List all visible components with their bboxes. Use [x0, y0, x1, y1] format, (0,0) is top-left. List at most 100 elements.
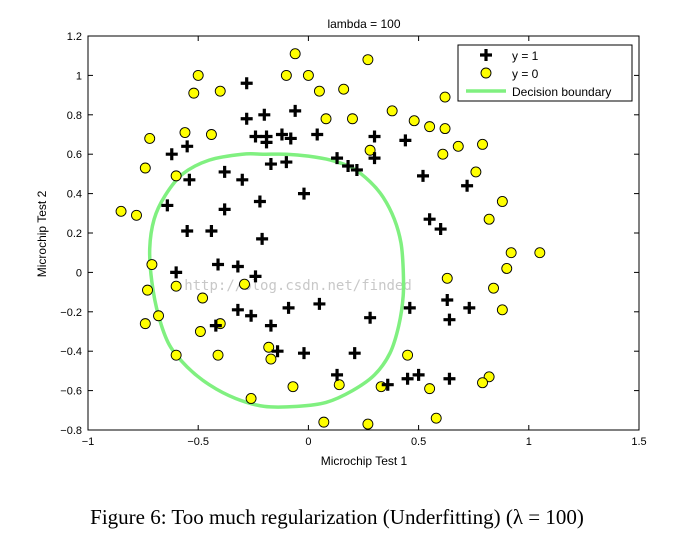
data-point-negative [205, 129, 217, 140]
data-point-negative [146, 259, 158, 270]
data-point-positive [271, 345, 284, 358]
data-point-negative [386, 105, 398, 117]
data-point-negative [142, 284, 153, 296]
data-point-negative [347, 113, 358, 125]
data-point-negative [496, 196, 508, 207]
data-point-positive [245, 309, 258, 322]
x-tick-label: 1.5 [631, 436, 646, 448]
data-point-positive [256, 232, 269, 245]
data-point-positive [403, 301, 416, 314]
data-point-negative [139, 318, 151, 330]
data-point-positive [368, 130, 381, 143]
data-point-positive [209, 319, 222, 332]
data-point-positive [280, 156, 293, 169]
data-point-positive [463, 301, 476, 314]
legend-label-negative: y = 0 [512, 67, 539, 81]
data-point-positive [368, 152, 381, 165]
y-ticks: −0.8 −0.6 −0.4 −0.2 0 0.2 0.4 0.6 0.8 1 1.2 [60, 31, 639, 437]
data-point-positive [165, 148, 178, 161]
y-tick-label: 0.2 [67, 228, 82, 240]
y-axis-label: Microchip Test 2 [35, 190, 49, 277]
data-point-negative [452, 140, 464, 152]
data-point-negative [483, 213, 495, 225]
legend-marker-negative [480, 67, 492, 79]
data-point-negative [424, 383, 436, 395]
data-point-negative [333, 379, 345, 391]
data-point-negative [139, 162, 151, 174]
data-point-negative [505, 247, 517, 259]
data-point-positive [161, 199, 174, 212]
data-point-positive [331, 368, 344, 381]
y-tick-label: 0.4 [67, 189, 82, 201]
data-point-negative [477, 377, 488, 389]
data-point-negative [153, 310, 164, 322]
legend: y = 1 y = 0 Decision boundary [457, 44, 633, 102]
data-point-positive [240, 77, 253, 90]
data-point-negative [318, 416, 330, 428]
data-point-negative [170, 349, 182, 361]
data-point-negative [239, 278, 250, 290]
data-point-negative [214, 85, 226, 97]
data-point-negative [534, 247, 546, 259]
data-point-negative [362, 418, 374, 430]
data-point-negative [424, 121, 436, 133]
y-tick-label: −0.4 [60, 346, 82, 358]
data-point-negative [245, 393, 257, 404]
data-point-positive [258, 108, 271, 121]
data-point-negative [313, 85, 325, 97]
decision-boundary-line [147, 152, 406, 409]
data-point-positive [170, 266, 183, 279]
data-point-positive [423, 213, 436, 226]
y-tick-label: 0.8 [67, 110, 82, 122]
y-tick-label: 1.2 [67, 31, 82, 43]
plot-axes: −1 −0.5 0 0.5 1 1.5 −0.8 −0.6 −0.4 −0.2 0 0.2 0.4 0.… [60, 31, 646, 448]
data-point-positive [284, 132, 297, 145]
data-point-negative [194, 326, 206, 337]
data-point-positive [264, 319, 277, 332]
data-point-positive [331, 152, 344, 165]
data-point-positive [342, 160, 355, 173]
data-point-negative [439, 123, 451, 135]
data-point-negative [362, 54, 374, 66]
data-point-negative [170, 170, 182, 182]
data-point-positive [441, 293, 454, 306]
data-point-positive [401, 372, 414, 385]
y-tick-label: 0.6 [67, 149, 82, 161]
y-tick-label: −0.8 [60, 425, 82, 437]
y-tick-label: 1 [76, 70, 82, 82]
data-point-negative [179, 127, 191, 138]
chart-title: lambda = 100 [327, 17, 400, 31]
x-axis-label: Microchip Test 1 [321, 454, 408, 468]
data-point-negative [188, 87, 200, 99]
data-point-positive [297, 347, 310, 360]
data-point-positive [417, 169, 430, 182]
data-point-positive [461, 179, 474, 192]
data-point-positive [181, 225, 194, 238]
data-point-positive [443, 313, 456, 326]
data-point-negative [212, 349, 224, 361]
data-point-positive [348, 347, 361, 360]
data-point-positive [289, 104, 302, 117]
data-point-negative [439, 91, 451, 103]
data-point-negative [402, 349, 414, 361]
data-point-positive [282, 301, 295, 314]
data-point-positive [434, 223, 447, 236]
data-point-positive [205, 225, 218, 238]
data-point-negative [144, 132, 156, 144]
data-point-positive [412, 368, 425, 381]
x-tick-label: 1 [526, 436, 532, 448]
data-point-positive [231, 260, 244, 273]
x-tick-label: −1 [82, 436, 95, 448]
data-point-positive [275, 128, 288, 141]
data-point-positive [297, 187, 310, 200]
x-tick-label: 0 [305, 436, 311, 448]
data-point-negative [477, 138, 488, 150]
data-point-positive [313, 297, 326, 310]
data-point-negative [289, 48, 301, 60]
x-ticks: −1 −0.5 0 0.5 1 1.5 [82, 36, 647, 448]
data-point-positive [311, 128, 324, 141]
data-point-positive [264, 158, 277, 171]
legend-label-boundary: Decision boundary [512, 85, 611, 99]
x-tick-label: −0.5 [187, 436, 209, 448]
